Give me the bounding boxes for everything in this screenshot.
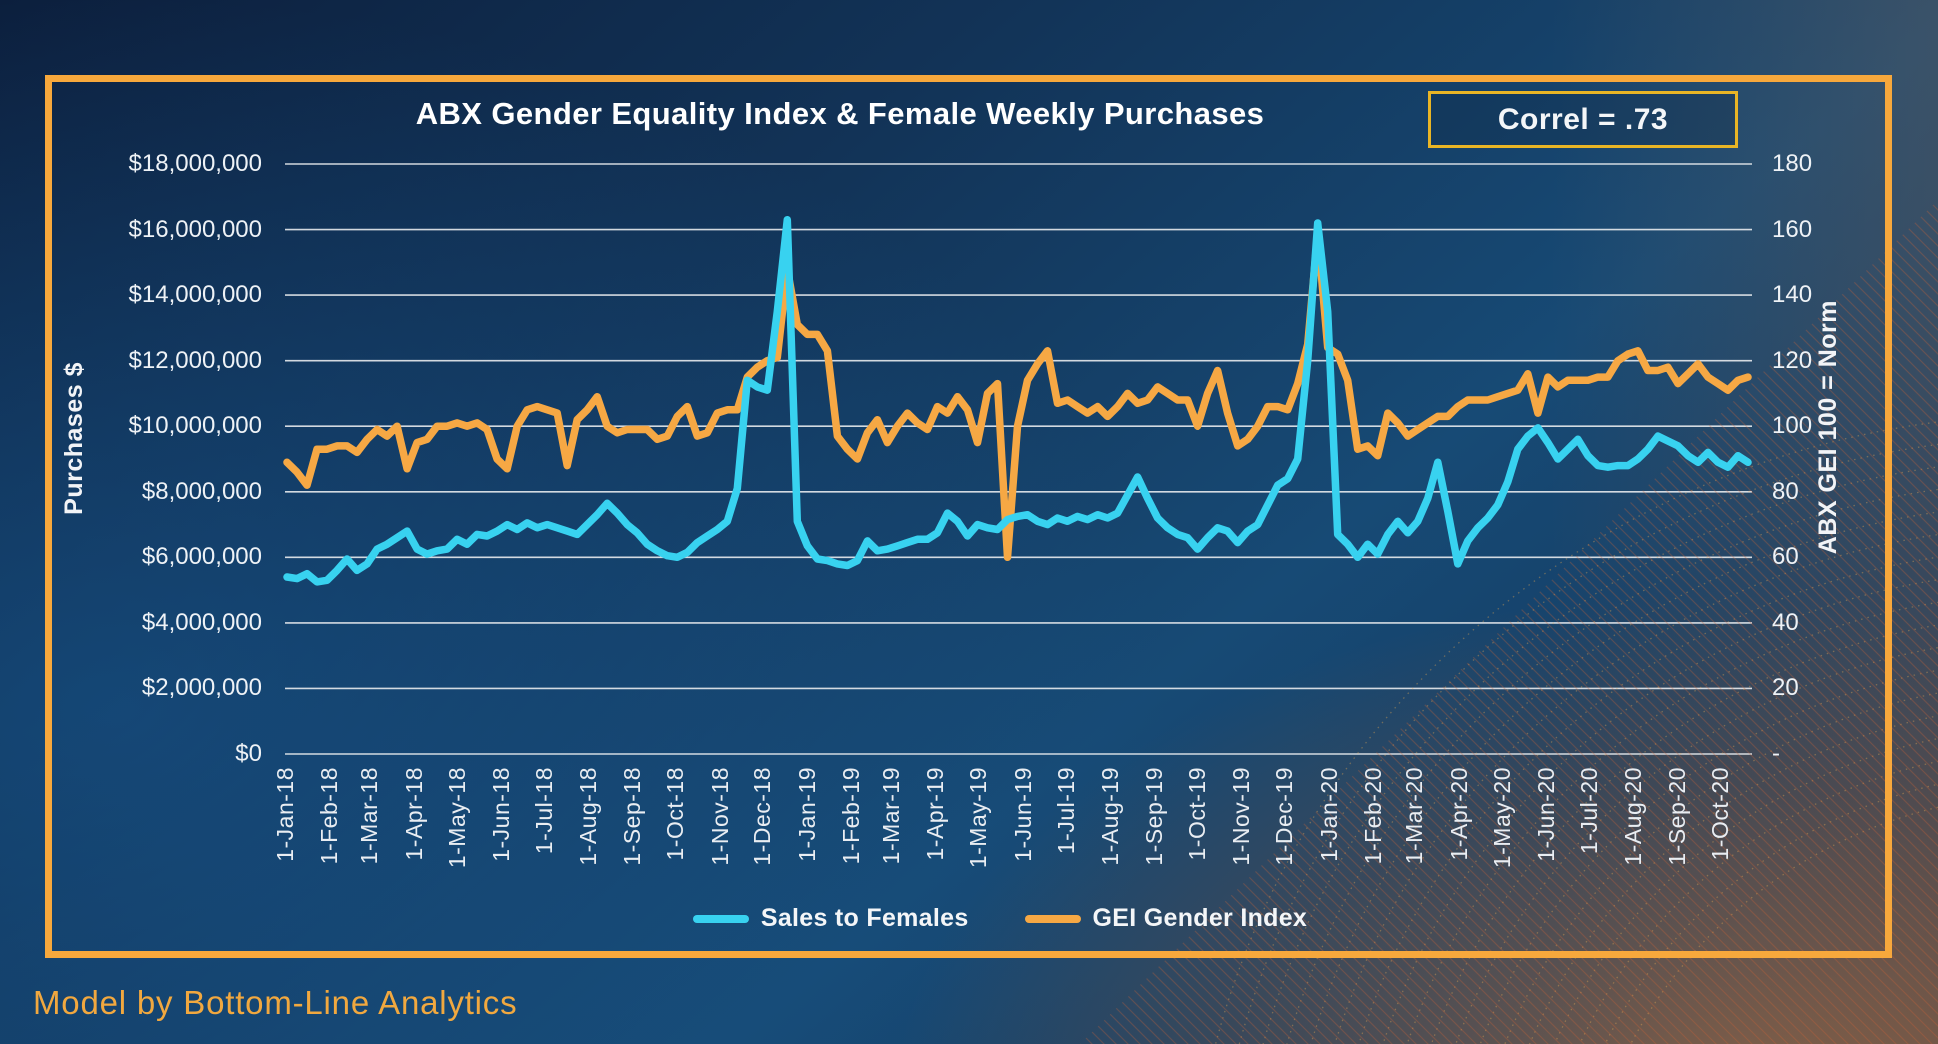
x-axis-label: 1-Oct-18 <box>662 767 689 861</box>
x-axis-label: 1-Apr-18 <box>400 767 427 861</box>
x-axis-label: 1-May-20 <box>1488 767 1515 869</box>
x-axis-label: 1-Apr-20 <box>1445 767 1472 861</box>
right-axis-label: 100 <box>1772 412 1813 440</box>
chart-title: ABX Gender Equality Index & Female Weekl… <box>415 96 1265 131</box>
x-axis-label: 1-Jan-20 <box>1315 767 1342 862</box>
gei-gender-index-line <box>283 229 1752 562</box>
left-axis-label: $18,000,000 <box>128 150 262 177</box>
left-axis-label: $14,000,000 <box>128 281 262 309</box>
x-axis-label: 1-Jun-18 <box>487 767 514 862</box>
x-axis-label: 1-Aug-18 <box>575 767 602 866</box>
x-axis-label: 1-Jun-20 <box>1532 767 1559 862</box>
right-axis-label: 20 <box>1772 674 1799 702</box>
x-axis-label: 1-Apr-19 <box>922 767 949 861</box>
left-axis-label: $2,000,000 <box>141 674 262 702</box>
right-axis-label: 180 <box>1772 150 1813 177</box>
legend-item-gei: GEI Gender Index <box>1024 904 1308 933</box>
x-axis-label: 1-Feb-19 <box>838 767 865 865</box>
x-axis-label: 1-Mar-20 <box>1401 767 1428 865</box>
right-axis-title: ABX GEI 100 = Norm <box>1814 300 1842 555</box>
gei-line-swatch <box>1024 914 1081 923</box>
left-axis-label: $0 <box>235 740 262 767</box>
x-axis-label: 1-Jan-19 <box>793 767 820 862</box>
x-axis-label: 1-Nov-18 <box>706 767 733 866</box>
x-axis-label: 1-Jun-19 <box>1009 767 1036 862</box>
x-axis-label: 1-May-19 <box>965 767 992 869</box>
right-axis-label: - <box>1772 740 1780 767</box>
x-axis-label: 1-Mar-19 <box>878 767 905 865</box>
legend-label-sales: Sales to Females <box>760 904 969 932</box>
left-axis-label: $16,000,000 <box>128 215 262 243</box>
left-axis-label: $12,000,000 <box>128 346 262 374</box>
x-axis-label: 1-Aug-19 <box>1096 767 1123 866</box>
sales-line-swatch <box>692 914 749 923</box>
right-axis-label: 60 <box>1772 543 1799 571</box>
x-axis-label: 1-Feb-20 <box>1359 767 1386 865</box>
correlation-value: Correl = .73 <box>1497 102 1669 136</box>
x-axis-label: 1-Sep-18 <box>619 767 646 866</box>
right-axis-label: 40 <box>1772 608 1799 636</box>
x-axis-label: 1-Sep-20 <box>1664 767 1691 866</box>
x-axis-label: 1-May-18 <box>443 767 470 869</box>
x-axis-label: 1-Jan-18 <box>272 767 298 862</box>
footer-credit: Model by Bottom-Line Analytics <box>33 984 518 1021</box>
x-axis-label: 1-Dec-18 <box>749 767 776 866</box>
left-axis-label: $10,000,000 <box>128 412 262 440</box>
right-axis-label: 80 <box>1772 477 1799 505</box>
legend-label-gei: GEI Gender Index <box>1092 904 1308 932</box>
x-axis-label: 1-Dec-19 <box>1271 767 1298 866</box>
legend-item-sales: Sales to Females <box>692 904 969 933</box>
x-axis-label: 1-Jul-18 <box>530 767 557 855</box>
x-axis-label: 1-Oct-19 <box>1184 767 1211 861</box>
x-axis-label: 1-Jul-20 <box>1575 767 1602 855</box>
x-axis-label: 1-Oct-20 <box>1707 767 1734 861</box>
left-axis-label: $8,000,000 <box>141 477 262 505</box>
right-axis-label: 120 <box>1772 346 1813 374</box>
left-axis-label: $4,000,000 <box>141 608 262 636</box>
correlation-badge: Correl = .73 <box>1428 91 1738 148</box>
x-axis-label: 1-Aug-20 <box>1620 767 1647 866</box>
chart-legend: Sales to Females GEI Gender Index <box>260 904 1740 933</box>
x-axis-label: 1-Mar-18 <box>356 767 383 865</box>
right-axis-label: 160 <box>1772 215 1813 243</box>
x-axis-label: 1-Nov-19 <box>1228 767 1255 866</box>
sales-to-females-line <box>283 215 1752 586</box>
x-axis-label: 1-Feb-18 <box>316 767 343 865</box>
left-axis-label: $6,000,000 <box>141 543 262 571</box>
right-axis-label: 140 <box>1772 281 1813 309</box>
x-axis-label: 1-Jul-19 <box>1052 767 1079 855</box>
x-axis-label: 1-Sep-19 <box>1141 767 1168 866</box>
